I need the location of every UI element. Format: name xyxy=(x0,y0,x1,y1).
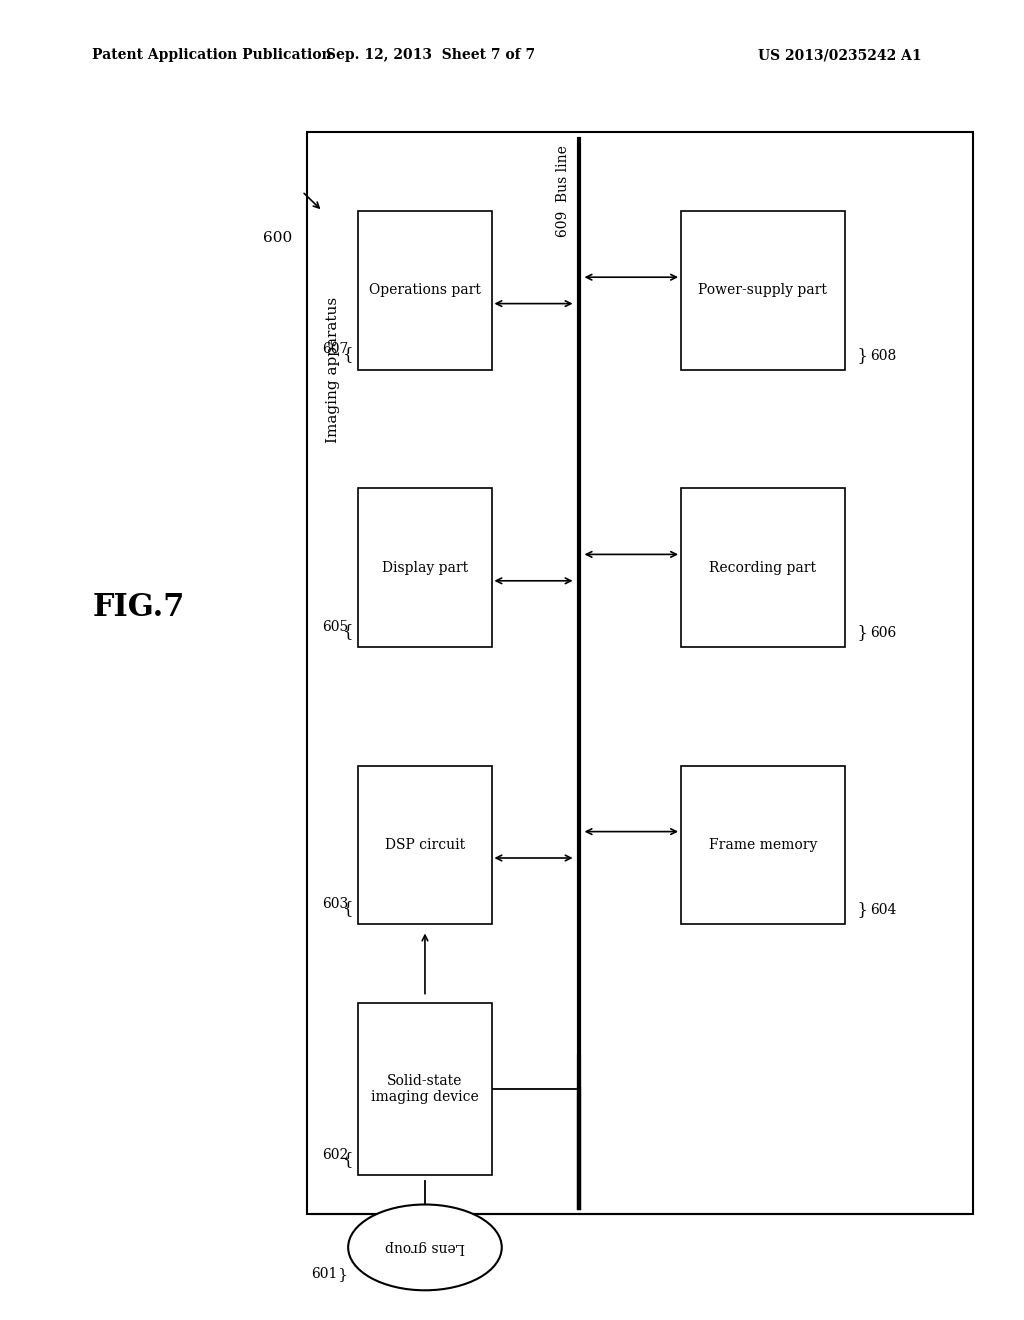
FancyBboxPatch shape xyxy=(358,766,492,924)
Text: 602: 602 xyxy=(322,1147,348,1162)
Text: Display part: Display part xyxy=(382,561,468,574)
Text: Recording part: Recording part xyxy=(710,561,816,574)
Text: {: { xyxy=(343,900,353,917)
Text: 607: 607 xyxy=(322,342,348,356)
FancyBboxPatch shape xyxy=(681,766,845,924)
Ellipse shape xyxy=(348,1204,502,1291)
Text: {: { xyxy=(853,900,863,917)
FancyBboxPatch shape xyxy=(307,132,973,1214)
Text: Sep. 12, 2013  Sheet 7 of 7: Sep. 12, 2013 Sheet 7 of 7 xyxy=(326,49,535,62)
Text: 605: 605 xyxy=(322,619,348,634)
Text: Lens group: Lens group xyxy=(385,1241,465,1254)
Text: DSP circuit: DSP circuit xyxy=(385,838,465,851)
Text: 608: 608 xyxy=(870,348,897,363)
FancyBboxPatch shape xyxy=(358,211,492,370)
Text: 600: 600 xyxy=(262,231,292,244)
FancyBboxPatch shape xyxy=(681,211,845,370)
Text: {: { xyxy=(343,346,353,363)
FancyBboxPatch shape xyxy=(358,488,492,647)
Text: Solid-state
imaging device: Solid-state imaging device xyxy=(371,1074,479,1104)
Text: {: { xyxy=(343,1151,353,1168)
Text: {: { xyxy=(853,623,863,640)
Text: 601: 601 xyxy=(311,1267,338,1280)
Text: Patent Application Publication: Patent Application Publication xyxy=(92,49,332,62)
Text: Operations part: Operations part xyxy=(369,284,481,297)
Text: Power-supply part: Power-supply part xyxy=(698,284,827,297)
Text: Frame memory: Frame memory xyxy=(709,838,817,851)
Text: 606: 606 xyxy=(870,626,897,640)
FancyBboxPatch shape xyxy=(358,1003,492,1175)
Text: 609  Bus line: 609 Bus line xyxy=(556,145,570,238)
Text: 603: 603 xyxy=(322,896,348,911)
Text: FIG.7: FIG.7 xyxy=(92,591,184,623)
Text: Imaging apparatus: Imaging apparatus xyxy=(326,297,340,442)
FancyBboxPatch shape xyxy=(681,488,845,647)
Text: US 2013/0235242 A1: US 2013/0235242 A1 xyxy=(758,49,922,62)
Text: {: { xyxy=(335,1267,345,1280)
Text: {: { xyxy=(343,623,353,640)
Text: {: { xyxy=(853,346,863,363)
Text: 604: 604 xyxy=(870,903,897,917)
